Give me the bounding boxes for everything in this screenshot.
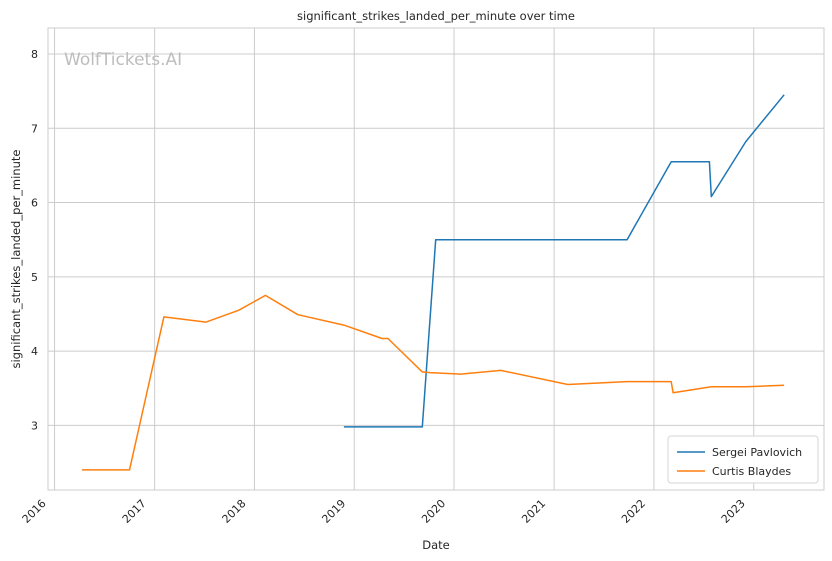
plot-background — [48, 28, 824, 490]
series-line-curtis-blaydes — [81, 294, 785, 471]
legend-label-sergei: Sergei Pavlovich — [712, 446, 802, 459]
x-axis-title: Date — [422, 538, 450, 552]
x-tick-label: 2020 — [419, 497, 448, 526]
x-tick-label: 2021 — [519, 497, 548, 526]
y-tick-label: 4 — [31, 345, 38, 358]
legend-box — [667, 435, 819, 484]
chart-title: significant_strikes_landed_per_minute ov… — [297, 9, 575, 23]
y-tick-label: 5 — [31, 271, 38, 284]
x-tick-label: 2016 — [20, 497, 49, 526]
legend-label-curtis: Curtis Blaydes — [712, 465, 791, 478]
y-tick-label: 6 — [31, 197, 38, 210]
y-axis-title: significant_strikes_landed_per_minute — [9, 150, 23, 369]
plot-frame — [47, 27, 825, 491]
y-tick-label: 3 — [31, 419, 38, 432]
x-tick-label: 2018 — [220, 497, 249, 526]
watermark: WolfTickets.AI — [64, 50, 182, 70]
x-tick-label: 2019 — [319, 497, 348, 526]
x-tick-labels: 2016 2017 2018 2019 2020 2021 2022 2023 — [20, 497, 748, 526]
y-tick-label: 7 — [31, 122, 38, 135]
series-lines — [81, 94, 785, 471]
x-tick-label: 2023 — [719, 497, 748, 526]
grid-lines — [48, 28, 824, 490]
legend: Sergei Pavlovich Curtis Blaydes — [667, 435, 819, 484]
y-tick-label: 8 — [31, 48, 38, 61]
x-tick-label: 2017 — [120, 497, 149, 526]
y-tick-labels: 3 4 5 6 7 8 — [31, 48, 38, 432]
x-tick-label: 2022 — [619, 497, 648, 526]
series-line-sergei-pavlovich — [343, 94, 785, 428]
